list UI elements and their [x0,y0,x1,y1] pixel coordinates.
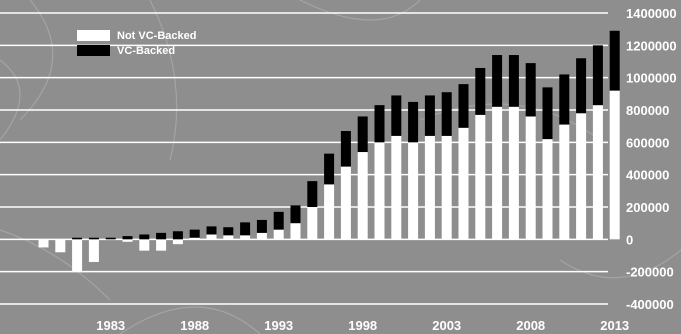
bar-not-vc-backed [408,142,419,240]
bar-not-vc-backed [441,135,452,240]
bar-vc-backed [156,232,167,240]
y-axis-tick-labels: 1400000 1200000 1000000 800000 600000 400000 2… [626,6,677,312]
bar-vc-backed [240,222,251,236]
legend-label-vc-backed: VC-Backed [117,45,175,57]
bar-vc-backed [525,63,536,117]
y-tick-label: 200000 [626,200,669,215]
bar-not-vc-backed [391,135,402,240]
bar-not-vc-backed [240,235,251,240]
gridlines [0,12,608,305]
x-tick-label: 2008 [516,318,545,333]
bar-vc-backed [609,30,620,91]
bar-not-vc-backed [189,237,200,240]
y-tick-label: -200000 [626,265,674,280]
bar-not-vc-backed [542,139,553,240]
bar-not-vc-backed [307,207,318,240]
bar-not-vc-backed [172,239,183,245]
x-tick-label: 1993 [264,318,293,333]
bar-vc-backed [441,92,452,136]
bar-not-vc-backed [273,229,284,240]
bar-vc-backed [324,153,335,185]
bar-vc-backed [340,131,351,167]
y-tick-label: 600000 [626,135,669,150]
bar-not-vc-backed [592,105,603,240]
bar-not-vc-backed [223,235,234,240]
bar-not-vc-backed [206,234,217,240]
bar-vc-backed [592,45,603,106]
x-tick-label: 2003 [432,318,461,333]
bar-vc-backed [559,74,570,125]
bar-vc-backed [475,67,486,115]
x-axis-tick-labels: 1983 1988 1993 1998 2003 2008 2013 [96,318,629,333]
bar-not-vc-backed [340,166,351,240]
bar-vc-backed [307,181,318,207]
bar-vc-backed [408,101,419,143]
bar-not-vc-backed [290,223,301,240]
legend: Not VC-Backed VC-Backed [77,30,196,57]
bar-vc-backed [492,55,503,107]
y-tick-label: 1000000 [626,71,677,86]
x-tick-label: 1983 [96,318,125,333]
bar-vc-backed [576,58,587,114]
bar-vc-backed [206,226,217,235]
bar-vc-backed [72,237,83,240]
bar-vc-backed [223,227,234,236]
bar-not-vc-backed [525,116,536,240]
y-tick-label: 800000 [626,103,669,118]
bar-not-vc-backed [492,106,503,240]
legend-swatch-vc-backed [77,45,110,56]
bar-vc-backed [508,55,519,107]
bar-not-vc-backed [508,106,519,240]
bars [38,30,620,272]
bar-not-vc-backed [324,184,335,240]
bar-vc-backed [424,95,435,136]
bar-not-vc-backed [458,127,469,240]
bar-not-vc-backed [357,152,368,240]
bar-vc-backed [391,95,402,136]
bar-not-vc-backed [72,239,83,272]
bar-vc-backed [542,87,553,140]
y-tick-label: 0 [626,232,633,247]
bar-not-vc-backed [88,239,99,262]
bar-not-vc-backed [374,142,385,240]
bar-not-vc-backed [156,239,167,251]
bar-vc-backed [105,237,116,240]
bar-vc-backed [172,231,183,240]
y-tick-label: 1400000 [626,6,677,21]
bar-vc-backed [88,237,99,240]
x-tick-label: 2013 [600,318,629,333]
legend-swatch-not-vc-backed [77,30,110,41]
bar-not-vc-backed [122,239,133,242]
bar-vc-backed [357,116,368,153]
bar-vc-backed [290,205,301,224]
bar-vc-backed [139,234,150,240]
bar-not-vc-backed [55,239,66,253]
bar-not-vc-backed [475,114,486,240]
bar-vc-backed [189,229,200,238]
bar-vc-backed [374,105,385,143]
bar-vc-backed [458,84,469,128]
x-tick-label: 1998 [348,318,377,333]
bar-vc-backed [256,219,267,233]
bar-not-vc-backed [559,124,570,240]
bar-not-vc-backed [256,232,267,240]
bar-not-vc-backed [139,239,150,251]
bar-vc-backed [273,211,284,230]
y-tick-label: -400000 [626,297,674,312]
bar-not-vc-backed [576,113,587,240]
x-tick-label: 1988 [180,318,209,333]
y-tick-label: 400000 [626,168,669,183]
y-tick-label: 1200000 [626,38,677,53]
bar-vc-backed [122,236,133,240]
legend-label-not-vc-backed: Not VC-Backed [117,30,196,42]
bar-not-vc-backed [424,135,435,240]
bar-not-vc-backed [609,90,620,240]
bar-not-vc-backed [38,239,49,248]
